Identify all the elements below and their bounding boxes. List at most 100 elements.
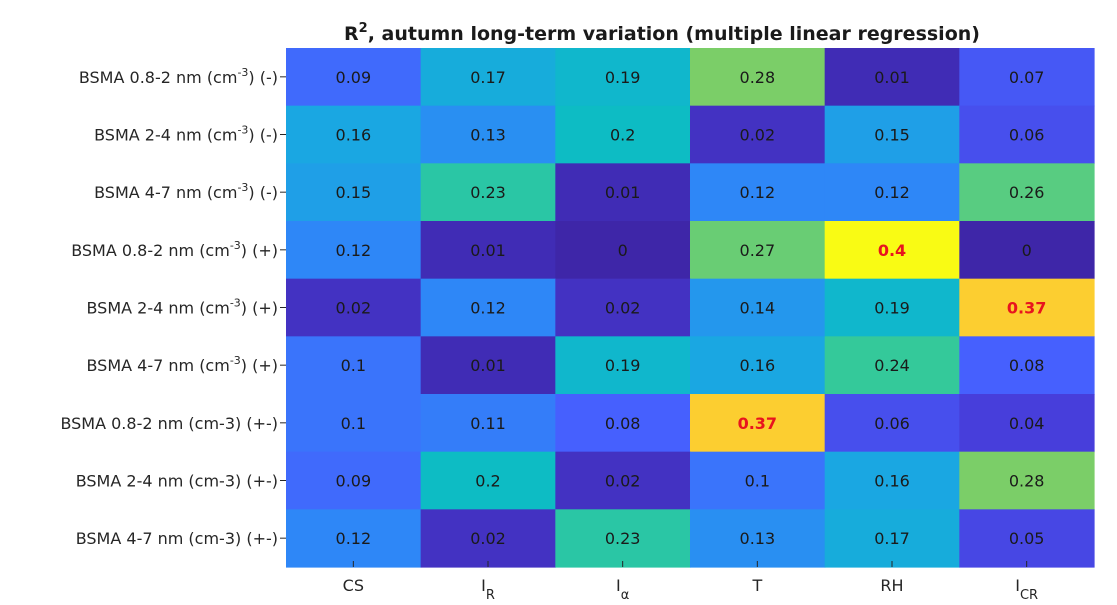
- cell-value-label: 0.17: [470, 68, 506, 87]
- chart-title: R2, autumn long-term variation (multiple…: [344, 21, 980, 45]
- cell-value-label: 0.37: [1007, 299, 1046, 318]
- heatmap-cell: [690, 509, 826, 568]
- y-tick-label: BSMA 0.8-2 nm (cm-3) (+-): [60, 414, 278, 433]
- x-tick-label: Iα: [616, 576, 629, 603]
- cell-value-label: 0.15: [874, 126, 910, 145]
- heatmap-cell: [690, 221, 826, 280]
- y-tick-label: BSMA 0.8-2 nm (cm-3) (-): [79, 66, 278, 87]
- cell-value-label: 0.16: [740, 356, 776, 375]
- cell-value-label: 0.28: [1009, 472, 1045, 491]
- cell-value-label: 0: [1022, 241, 1032, 260]
- heatmap-cell: [824, 48, 960, 107]
- heatmap-cell: [959, 221, 1095, 280]
- x-axis-labels: CS IR Iα T RH ICR: [343, 561, 1038, 603]
- heatmap-cell: [959, 451, 1095, 510]
- cell-value-label: 0.26: [1009, 183, 1045, 202]
- heatmap-cell: [286, 336, 422, 395]
- cell-value-label: 0.2: [610, 126, 635, 145]
- cell-value-label: 0.28: [740, 68, 776, 87]
- y-tick-label: BSMA 2-4 nm (cm-3) (+): [86, 297, 278, 318]
- cell-value-label: 0.23: [605, 529, 641, 548]
- cell-value-label: 0.13: [740, 529, 776, 548]
- heatmap-cell: [959, 48, 1095, 107]
- cell-value-label: 0.37: [738, 414, 777, 433]
- heatmap-cell: [555, 48, 691, 107]
- heatmap-cell: [959, 163, 1095, 222]
- heatmap-cell: [286, 221, 422, 280]
- cell-value-label: 0.27: [740, 241, 776, 260]
- cell-value-label: 0.12: [740, 183, 776, 202]
- y-tick-label: BSMA 0.8-2 nm (cm-3) (+): [71, 239, 278, 260]
- heatmap-cell: [555, 163, 691, 222]
- heatmap-cell: [824, 105, 960, 164]
- heatmap-cell: [420, 105, 556, 164]
- y-tick-label: BSMA 4-7 nm (cm-3) (+-): [76, 529, 278, 548]
- heatmap-cell: [824, 336, 960, 395]
- cell-value-label: 0.12: [336, 241, 372, 260]
- heatmap-cell: [555, 394, 691, 453]
- heatmap-cell: [555, 105, 691, 164]
- heatmap-cell: [824, 221, 960, 280]
- y-tick-label: BSMA 4-7 nm (cm-3) (+): [86, 354, 278, 375]
- cell-value-label: 0.4: [878, 241, 906, 260]
- x-tick-label: T: [751, 576, 762, 595]
- cell-value-label: 0.08: [1009, 356, 1045, 375]
- cell-value-label: 0.14: [740, 299, 776, 318]
- cell-value-label: 0.01: [605, 183, 641, 202]
- cell-value-label: 0.02: [740, 126, 776, 145]
- heatmap-cell: [690, 278, 826, 337]
- cell-value-label: 0.02: [605, 299, 641, 318]
- cell-value-label: 0.2: [475, 472, 500, 491]
- heatmap-cell: [420, 394, 556, 453]
- cell-value-label: 0.15: [336, 183, 372, 202]
- cell-value-label: 0.12: [336, 529, 372, 548]
- cell-value-label: 0.19: [605, 356, 641, 375]
- heatmap-cell: [824, 451, 960, 510]
- cell-value-label: 0.19: [605, 68, 641, 87]
- cell-value-label: 0.02: [470, 529, 506, 548]
- cell-value-label: 0.13: [470, 126, 506, 145]
- heatmap-cell: [555, 451, 691, 510]
- heatmap-cell: [959, 278, 1095, 337]
- cell-value-label: 0.01: [874, 68, 910, 87]
- title-superscript: 2: [359, 21, 368, 36]
- cell-value-label: 0.23: [470, 183, 506, 202]
- heatmap-cell: [824, 278, 960, 337]
- heatmap-cell: [420, 509, 556, 568]
- heatmap-cell: [824, 509, 960, 568]
- x-tick-label: IR: [481, 576, 495, 603]
- heatmap-cell: [286, 394, 422, 453]
- heatmap-cell: [286, 451, 422, 510]
- title-base: R: [344, 23, 359, 45]
- cell-value-label: 0.11: [470, 414, 506, 433]
- cell-value-label: 0.09: [336, 68, 372, 87]
- heatmap-cell: [959, 105, 1095, 164]
- heatmap-cell: [690, 163, 826, 222]
- heatmap-cell: [824, 394, 960, 453]
- heatmap-cell: [286, 509, 422, 568]
- cell-value-label: 0.24: [874, 356, 910, 375]
- cell-value-label: 0.12: [874, 183, 910, 202]
- heatmap-cell: [690, 105, 826, 164]
- cell-value-label: 0.19: [874, 299, 910, 318]
- cell-value-label: 0.17: [874, 529, 910, 548]
- heatmap-cell: [690, 48, 826, 107]
- cell-value-label: 0.02: [605, 472, 641, 491]
- heatmap-cell: [420, 163, 556, 222]
- y-tick-label: BSMA 2-4 nm (cm-3) (+-): [76, 472, 278, 491]
- cell-value-label: 0: [618, 241, 628, 260]
- heatmap-cell: [690, 336, 826, 395]
- heatmap-cell: [420, 451, 556, 510]
- x-tick-label: RH: [880, 576, 903, 595]
- heatmap-cell: [286, 163, 422, 222]
- heatmap-cell: [690, 451, 826, 510]
- cell-value-label: 0.1: [341, 414, 366, 433]
- y-axis-labels: BSMA 0.8-2 nm (cm-3) (-) BSMA 2-4 nm (cm-…: [60, 66, 286, 548]
- cell-value-label: 0.08: [605, 414, 641, 433]
- cell-value-label: 0.07: [1009, 68, 1045, 87]
- cell-value-label: 0.12: [470, 299, 506, 318]
- x-tick-label: ICR: [1015, 576, 1038, 603]
- heatmap-cell: [555, 278, 691, 337]
- title-text: , autumn long-term variation (multiple l…: [368, 23, 980, 45]
